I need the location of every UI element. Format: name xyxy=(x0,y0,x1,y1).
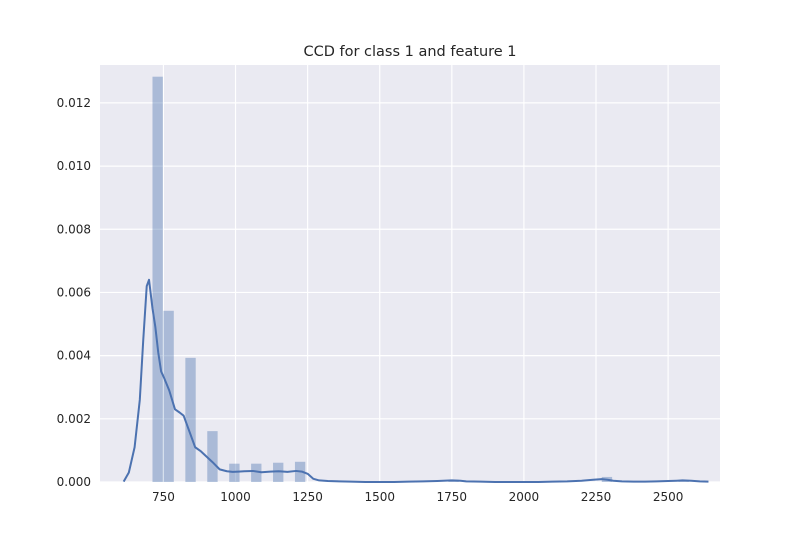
chart-title: CCD for class 1 and feature 1 xyxy=(303,44,516,60)
y-tick-label: 0.004 xyxy=(57,349,91,363)
histogram-bar xyxy=(251,463,262,482)
histogram-bar xyxy=(207,431,218,482)
y-tick-label: 0.002 xyxy=(57,412,91,426)
y-tick-label: 0.008 xyxy=(57,222,91,236)
y-tick-label: 0.006 xyxy=(57,285,91,299)
x-tick-label: 2000 xyxy=(509,490,540,504)
histogram-bar xyxy=(273,462,284,482)
x-tick-label: 2250 xyxy=(581,490,612,504)
x-tick-label: 1750 xyxy=(437,490,468,504)
histogram-bar xyxy=(163,310,174,482)
x-tick-label: 750 xyxy=(152,490,175,504)
histogram-bar xyxy=(229,463,240,482)
y-tick-label: 0.000 xyxy=(57,475,91,489)
x-tick-label: 2500 xyxy=(653,490,684,504)
kde-curve xyxy=(122,278,709,483)
histogram-bar xyxy=(185,357,196,482)
y-tick-label: 0.012 xyxy=(57,96,91,110)
x-tick-label: 1000 xyxy=(220,490,251,504)
y-axis-ticks: 0.000 0.002 0.004 0.006 0.008 0.010 0.012 xyxy=(57,96,91,489)
x-axis-ticks: 750 1000 1250 1500 1750 2000 2250 2500 xyxy=(152,490,683,504)
x-tick-label: 1500 xyxy=(364,490,395,504)
y-tick-label: 0.010 xyxy=(57,159,91,173)
grid-lines xyxy=(100,65,720,483)
x-tick-label: 1250 xyxy=(292,490,323,504)
histogram-bar xyxy=(152,76,163,483)
plot-area xyxy=(100,65,720,482)
